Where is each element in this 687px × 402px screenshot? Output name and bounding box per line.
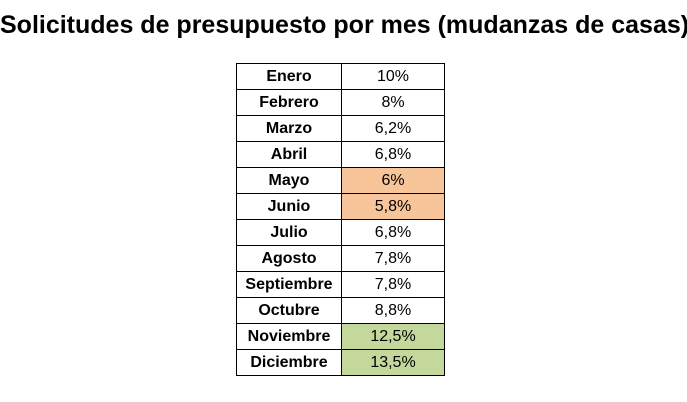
percentage-cell: 6,2% [341,115,445,142]
percentage-cell: 7,8% [341,245,445,272]
table-row: Abril 6,8% [236,141,445,168]
table-row: Febrero 8% [236,89,445,116]
percentage-cell: 10% [341,63,445,90]
percentage-cell: 8,8% [341,297,445,324]
percentage-cell: 6% [341,167,445,194]
month-cell: Julio [236,219,342,246]
month-cell: Enero [236,63,342,90]
table-row: Septiembre 7,8% [236,271,445,298]
month-cell: Septiembre [236,271,342,298]
percentage-cell: 7,8% [341,271,445,298]
month-cell: Mayo [236,167,342,194]
month-cell: Febrero [236,89,342,116]
table-row: Mayo 6% [236,167,445,194]
month-cell: Octubre [236,297,342,324]
month-cell: Noviembre [236,323,342,350]
month-cell: Marzo [236,115,342,142]
month-cell: Abril [236,141,342,168]
table-body: Enero 10% Febrero 8% Marzo 6,2% Abril 6,8% Mayo 6… [236,63,445,376]
month-cell: Junio [236,193,342,220]
percentage-cell: 13,5% [341,349,445,376]
table-row: Enero 10% [236,63,445,90]
table-row: Octubre 8,8% [236,297,445,324]
table-row: Julio 6,8% [236,219,445,246]
month-cell: Diciembre [236,349,342,376]
percentage-cell: 12,5% [341,323,445,350]
percentage-cell: 8% [341,89,445,116]
percentage-cell: 6,8% [341,141,445,168]
percentage-cell: 6,8% [341,219,445,246]
month-cell: Agosto [236,245,342,272]
table-row: Agosto 7,8% [236,245,445,272]
monthly-requests-table: Enero 10% Febrero 8% Marzo 6,2% Abril 6,8% Mayo 6… [236,63,445,376]
chart-title: Solicitudes de presupuesto por mes (muda… [0,11,687,39]
table-row: Diciembre 13,5% [236,349,445,376]
table-row: Noviembre 12,5% [236,323,445,350]
percentage-cell: 5,8% [341,193,445,220]
table-row: Junio 5,8% [236,193,445,220]
table-row: Marzo 6,2% [236,115,445,142]
